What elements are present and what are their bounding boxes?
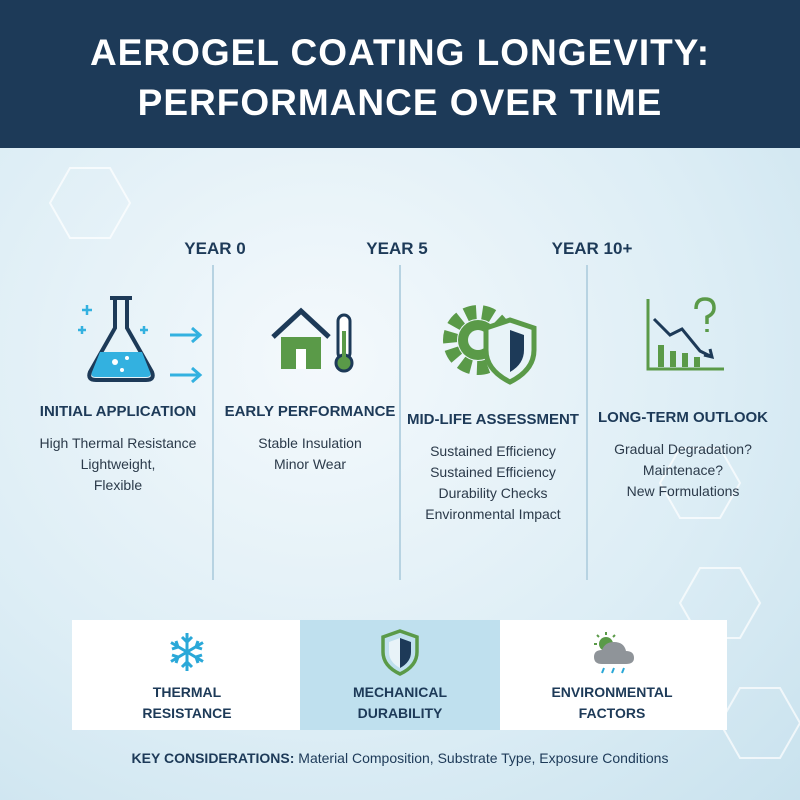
stage-line: Flexible bbox=[93, 477, 143, 493]
stage-line: Maintenace? bbox=[642, 462, 724, 478]
stage-title: LONG-TERM OUTLOOK bbox=[598, 409, 768, 426]
chart-icon bbox=[646, 297, 724, 371]
stage-line: Lightweight, bbox=[80, 456, 156, 472]
factor-label: RESISTANCE bbox=[142, 705, 232, 721]
title-line: AEROGEL COATING LONGEVITY: bbox=[89, 32, 711, 73]
factor-label: DURABILITY bbox=[357, 705, 443, 721]
year-label: YEAR 5 bbox=[366, 239, 428, 258]
stage-line: Environmental Impact bbox=[425, 506, 561, 522]
stage-line: Durability Checks bbox=[438, 485, 548, 501]
stage-title: MID-LIFE ASSESSMENT bbox=[407, 411, 579, 428]
stage-line: Stable Insulation bbox=[258, 435, 362, 451]
factor-label: FACTORS bbox=[578, 705, 646, 721]
footer-text: Material Composition, Substrate Type, Ex… bbox=[298, 750, 669, 766]
title-line: PERFORMANCE OVER TIME bbox=[137, 82, 663, 123]
header bbox=[0, 0, 800, 148]
stage-line: Sustained Efficiency bbox=[430, 443, 556, 459]
stage-title: INITIAL APPLICATION bbox=[39, 403, 197, 420]
shield-icon bbox=[381, 629, 419, 676]
house-icon bbox=[271, 307, 354, 373]
stage-line: Sustained Efficiency bbox=[430, 464, 556, 480]
gear-shield-icon bbox=[443, 305, 537, 385]
stage-line: High Thermal Resistance bbox=[39, 435, 197, 451]
year-label: YEAR 0 bbox=[184, 239, 246, 258]
snowflake-icon bbox=[170, 633, 204, 671]
stage-line: Minor Wear bbox=[273, 456, 347, 472]
flask-icon bbox=[78, 296, 203, 384]
divider bbox=[399, 265, 401, 580]
footer: KEY CONSIDERATIONS: Material Composition… bbox=[132, 750, 669, 766]
factor-label: MECHANICAL bbox=[352, 684, 448, 700]
year-label: YEAR 10+ bbox=[551, 239, 633, 258]
divider bbox=[212, 265, 214, 580]
factor-label: ENVIRONMENTAL bbox=[551, 684, 673, 700]
factor-label: THERMAL bbox=[152, 684, 222, 700]
stage-line: New Formulations bbox=[626, 483, 740, 499]
weather-icon bbox=[594, 632, 634, 674]
stage-title: EARLY PERFORMANCE bbox=[224, 403, 396, 420]
divider bbox=[586, 265, 588, 580]
footer-label: KEY CONSIDERATIONS: bbox=[131, 750, 295, 766]
stage-line: Gradual Degradation? bbox=[614, 441, 752, 457]
